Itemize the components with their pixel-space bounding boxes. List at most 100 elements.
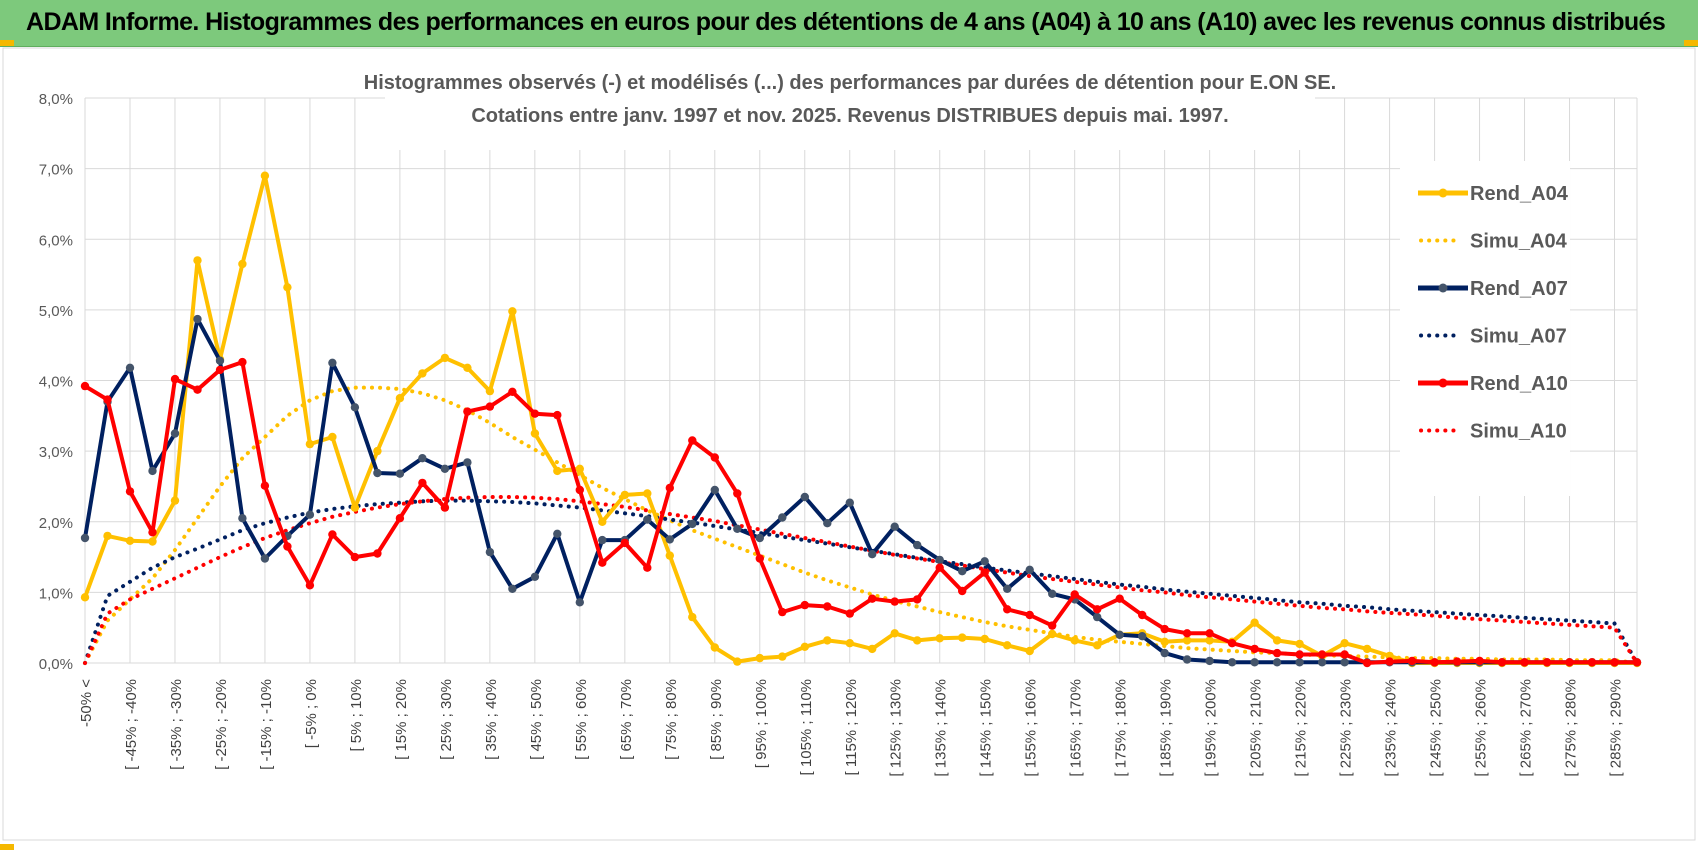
data-point xyxy=(620,490,629,500)
data-point xyxy=(463,363,472,372)
series-line-Simu_A07 xyxy=(83,498,1639,665)
data-point xyxy=(1205,629,1214,638)
data-point xyxy=(845,498,854,507)
legend-label: Simu_A10 xyxy=(1470,421,1567,443)
data-point xyxy=(890,629,899,638)
data-point xyxy=(1227,639,1237,648)
data-point xyxy=(1610,658,1619,667)
data-point xyxy=(935,555,944,565)
data-point xyxy=(1003,584,1012,593)
x-tick-label: [ 115% ; 120% xyxy=(843,679,860,775)
series-Simu_A10 xyxy=(83,495,1639,665)
y-tick-label: 3,0% xyxy=(39,444,73,461)
x-tick-label: [ 165% ; 170% xyxy=(1068,679,1085,777)
data-point xyxy=(193,314,202,324)
data-point xyxy=(1340,639,1349,648)
data-point xyxy=(80,533,90,543)
series-Simu_A07 xyxy=(83,498,1639,665)
x-tick-label: [ -15% ; -10% xyxy=(258,679,275,770)
x-tick-label: [ 95% ; 100% xyxy=(753,679,770,768)
data-point xyxy=(283,542,292,551)
y-tick-label: 8,0% xyxy=(39,91,73,108)
data-point xyxy=(868,594,877,603)
data-point xyxy=(823,636,832,645)
data-point xyxy=(1205,656,1214,666)
data-point xyxy=(958,633,967,642)
data-point xyxy=(463,458,472,467)
legend-box xyxy=(1400,161,1570,496)
data-point xyxy=(643,489,652,498)
data-point xyxy=(418,454,427,463)
data-point xyxy=(260,171,270,180)
x-tick-label: [ 25% ; 30% xyxy=(438,679,455,760)
data-point xyxy=(935,634,944,643)
data-point xyxy=(1093,612,1102,622)
data-point xyxy=(1093,641,1102,650)
corner-mark-left xyxy=(0,40,14,46)
data-point xyxy=(1385,657,1394,666)
data-point xyxy=(800,492,809,502)
data-point xyxy=(125,536,135,545)
data-point xyxy=(328,432,337,442)
data-point xyxy=(688,519,697,529)
data-point xyxy=(148,528,157,537)
data-point xyxy=(193,256,202,265)
data-point xyxy=(1250,658,1259,667)
legend-label: Simu_A04 xyxy=(1470,231,1568,253)
data-point xyxy=(1295,639,1304,649)
data-point xyxy=(148,466,157,476)
x-tick-label: [ -5% ; 0% xyxy=(303,679,320,748)
title-backdrop xyxy=(385,62,1315,150)
data-point xyxy=(778,607,787,617)
chart-subtitle: Cotations entre janv. 1997 et nov. 2025.… xyxy=(471,105,1228,127)
report-banner: ADAM Informe. Histogrammes des performan… xyxy=(0,0,1698,47)
data-point xyxy=(1317,658,1327,667)
data-point xyxy=(485,386,495,396)
data-point xyxy=(688,612,697,622)
data-point xyxy=(328,530,337,539)
x-tick-label: [ 125% ; 130% xyxy=(888,679,905,777)
data-point xyxy=(800,600,809,610)
data-point xyxy=(395,469,405,478)
data-point xyxy=(395,394,405,403)
data-point xyxy=(80,381,90,391)
legend-label: Rend_A04 xyxy=(1470,183,1569,205)
data-point xyxy=(845,609,854,618)
data-point xyxy=(643,563,652,572)
series-Rend_A10 xyxy=(80,357,1642,668)
data-point xyxy=(440,464,450,473)
data-point xyxy=(238,357,247,367)
data-point xyxy=(373,446,382,456)
data-point xyxy=(598,517,607,526)
y-tick-label: 5,0% xyxy=(39,303,73,320)
data-point xyxy=(1138,632,1147,641)
data-point xyxy=(350,403,360,412)
series-line-Rend_A04 xyxy=(83,173,1637,665)
data-point xyxy=(823,602,832,611)
data-point xyxy=(1272,658,1282,667)
data-point xyxy=(755,533,764,543)
data-point xyxy=(1430,658,1439,667)
data-point xyxy=(1632,658,1642,667)
legend-marker-Rend_A07 xyxy=(1438,283,1448,293)
data-point xyxy=(1115,630,1124,639)
data-point xyxy=(350,552,360,562)
data-point xyxy=(958,567,967,576)
series-Rend_A04 xyxy=(80,171,1642,668)
data-point xyxy=(755,554,764,563)
data-point xyxy=(1317,650,1327,659)
data-point xyxy=(1205,636,1214,645)
data-point xyxy=(890,597,899,606)
data-point xyxy=(1160,648,1169,658)
data-point xyxy=(575,485,584,495)
data-point xyxy=(1003,605,1012,614)
data-point xyxy=(530,409,540,418)
x-tick-label: [ 65% ; 70% xyxy=(618,679,635,760)
data-point xyxy=(1340,658,1349,667)
data-point xyxy=(125,487,135,496)
data-point xyxy=(373,549,382,558)
x-tick-label: [ 175% ; 180% xyxy=(1113,679,1130,777)
data-point xyxy=(1160,637,1169,646)
data-point xyxy=(305,510,315,519)
data-point xyxy=(485,402,495,411)
